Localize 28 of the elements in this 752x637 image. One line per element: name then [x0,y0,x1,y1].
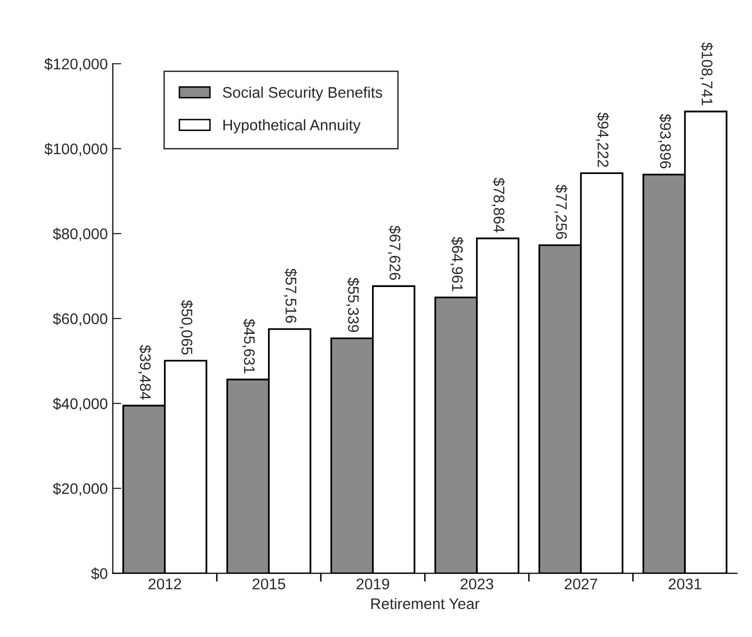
y-tick-label: $80,000 [52,228,108,242]
x-tick-label: 2031 [668,578,702,590]
data-label: $55,339 [346,278,360,332]
x-tick-label: 2012 [148,578,182,590]
y-tick-label: $120,000 [44,58,108,72]
legend-label: Social Security Benefits [222,86,382,101]
y-tick-label: $60,000 [52,312,108,326]
y-tick-label: $20,000 [52,482,108,496]
x-tick-label: 2023 [460,578,494,590]
data-label: $77,256 [554,184,568,239]
data-label: $64,961 [450,236,464,292]
data-label: $93,896 [658,114,672,168]
x-axis-title: Retirement Year [371,598,480,610]
data-label: $108,741 [700,42,714,106]
x-tick-label: 2015 [252,578,286,590]
data-label: $45,631 [242,318,256,374]
data-label: $94,222 [596,112,610,167]
data-label: $50,065 [180,300,193,354]
data-label: $57,516 [284,268,298,323]
x-tick-label: 2027 [564,578,598,590]
y-tick-label: $40,000 [52,398,108,411]
legend-label: Hypothetical Annuity [223,119,361,134]
data-label: $78,864 [492,178,506,232]
data-label: $67,626 [388,226,402,280]
y-tick-label: $100,000 [44,142,108,156]
y-tick-label: $0 [91,568,108,580]
data-label: $39,484 [138,345,152,400]
x-tick-label: 2019 [356,578,390,590]
